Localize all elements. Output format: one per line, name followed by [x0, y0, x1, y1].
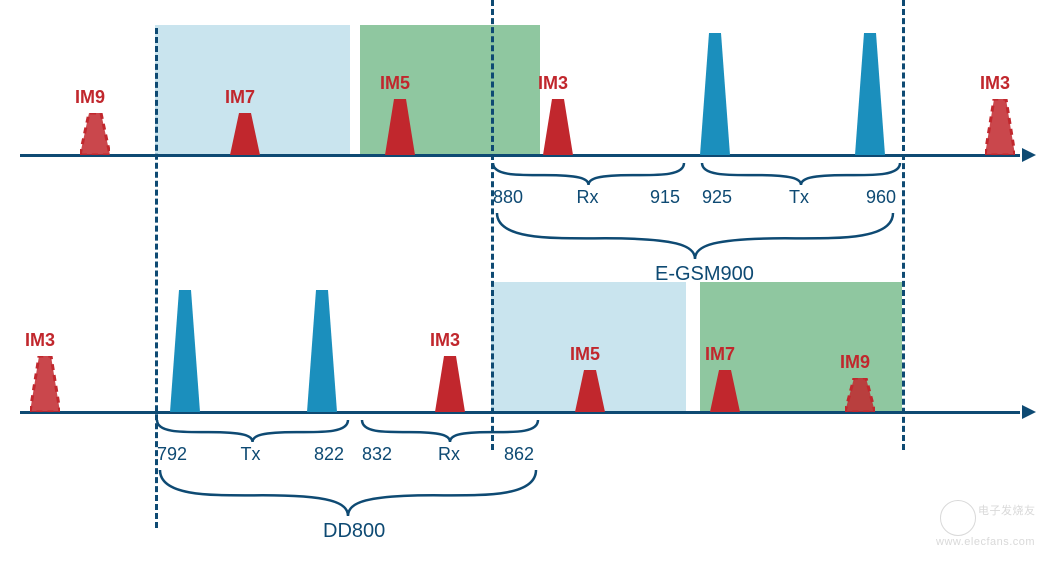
freq-left: 925	[702, 187, 732, 208]
spectrum-peak-im9	[80, 113, 110, 155]
peak-label-im3l: IM3	[25, 330, 55, 351]
freq-mid: Rx	[577, 187, 599, 208]
band-brace	[158, 470, 538, 516]
spectrum-peak-tx2	[855, 33, 885, 155]
freq-left: 792	[157, 444, 187, 465]
freq-right: 960	[866, 187, 896, 208]
freq-mid: Tx	[789, 187, 809, 208]
axis-arrowhead	[1022, 148, 1036, 162]
spectrum-peak-im9	[845, 378, 875, 412]
freq-brace	[155, 420, 350, 442]
freq-right: 915	[650, 187, 680, 208]
freq-right: 862	[504, 444, 534, 465]
peak-label-im9: IM9	[75, 87, 105, 108]
spectrum-peak-im3	[435, 356, 465, 412]
spectrum-peak-im7	[710, 370, 740, 412]
watermark-text: www.elecfans.com	[936, 536, 1035, 548]
freq-mid: Rx	[438, 444, 460, 465]
peak-label-im7: IM7	[225, 87, 255, 108]
spectrum-peak-im5	[575, 370, 605, 412]
freq-brace	[360, 420, 540, 442]
peak-label-im7: IM7	[705, 344, 735, 365]
watermark-icon	[940, 500, 976, 536]
peak-label-im3r: IM3	[980, 73, 1010, 94]
spectrum-peak-im3l	[30, 356, 60, 412]
freq-left: 880	[493, 187, 523, 208]
peak-label-im3: IM3	[538, 73, 568, 94]
peak-label-im9: IM9	[840, 352, 870, 373]
peak-label-im3: IM3	[430, 330, 460, 351]
freq-mid: Tx	[241, 444, 261, 465]
band-name: E-GSM900	[655, 263, 754, 286]
spectrum-peak-im3r	[985, 99, 1015, 155]
peak-label-im5: IM5	[380, 73, 410, 94]
vertical-divider	[491, 0, 494, 450]
spectrum-peak-im7	[230, 113, 260, 155]
band-brace	[495, 213, 895, 259]
spectrum-peak-tx1	[170, 290, 200, 412]
peak-label-im5: IM5	[570, 344, 600, 365]
spectrum-peak-tx1	[700, 33, 730, 155]
freq-left: 832	[362, 444, 392, 465]
spectrum-peak-im3	[543, 99, 573, 155]
watermark-sub: 电子发烧友	[978, 502, 1036, 518]
vertical-divider	[902, 0, 905, 450]
axis-arrowhead	[1022, 405, 1036, 419]
band-name: DD800	[323, 520, 385, 543]
spectrum-peak-im5	[385, 99, 415, 155]
freq-brace	[700, 163, 902, 185]
spectrum-peak-tx2	[307, 290, 337, 412]
freq-right: 822	[314, 444, 344, 465]
freq-brace	[491, 163, 686, 185]
